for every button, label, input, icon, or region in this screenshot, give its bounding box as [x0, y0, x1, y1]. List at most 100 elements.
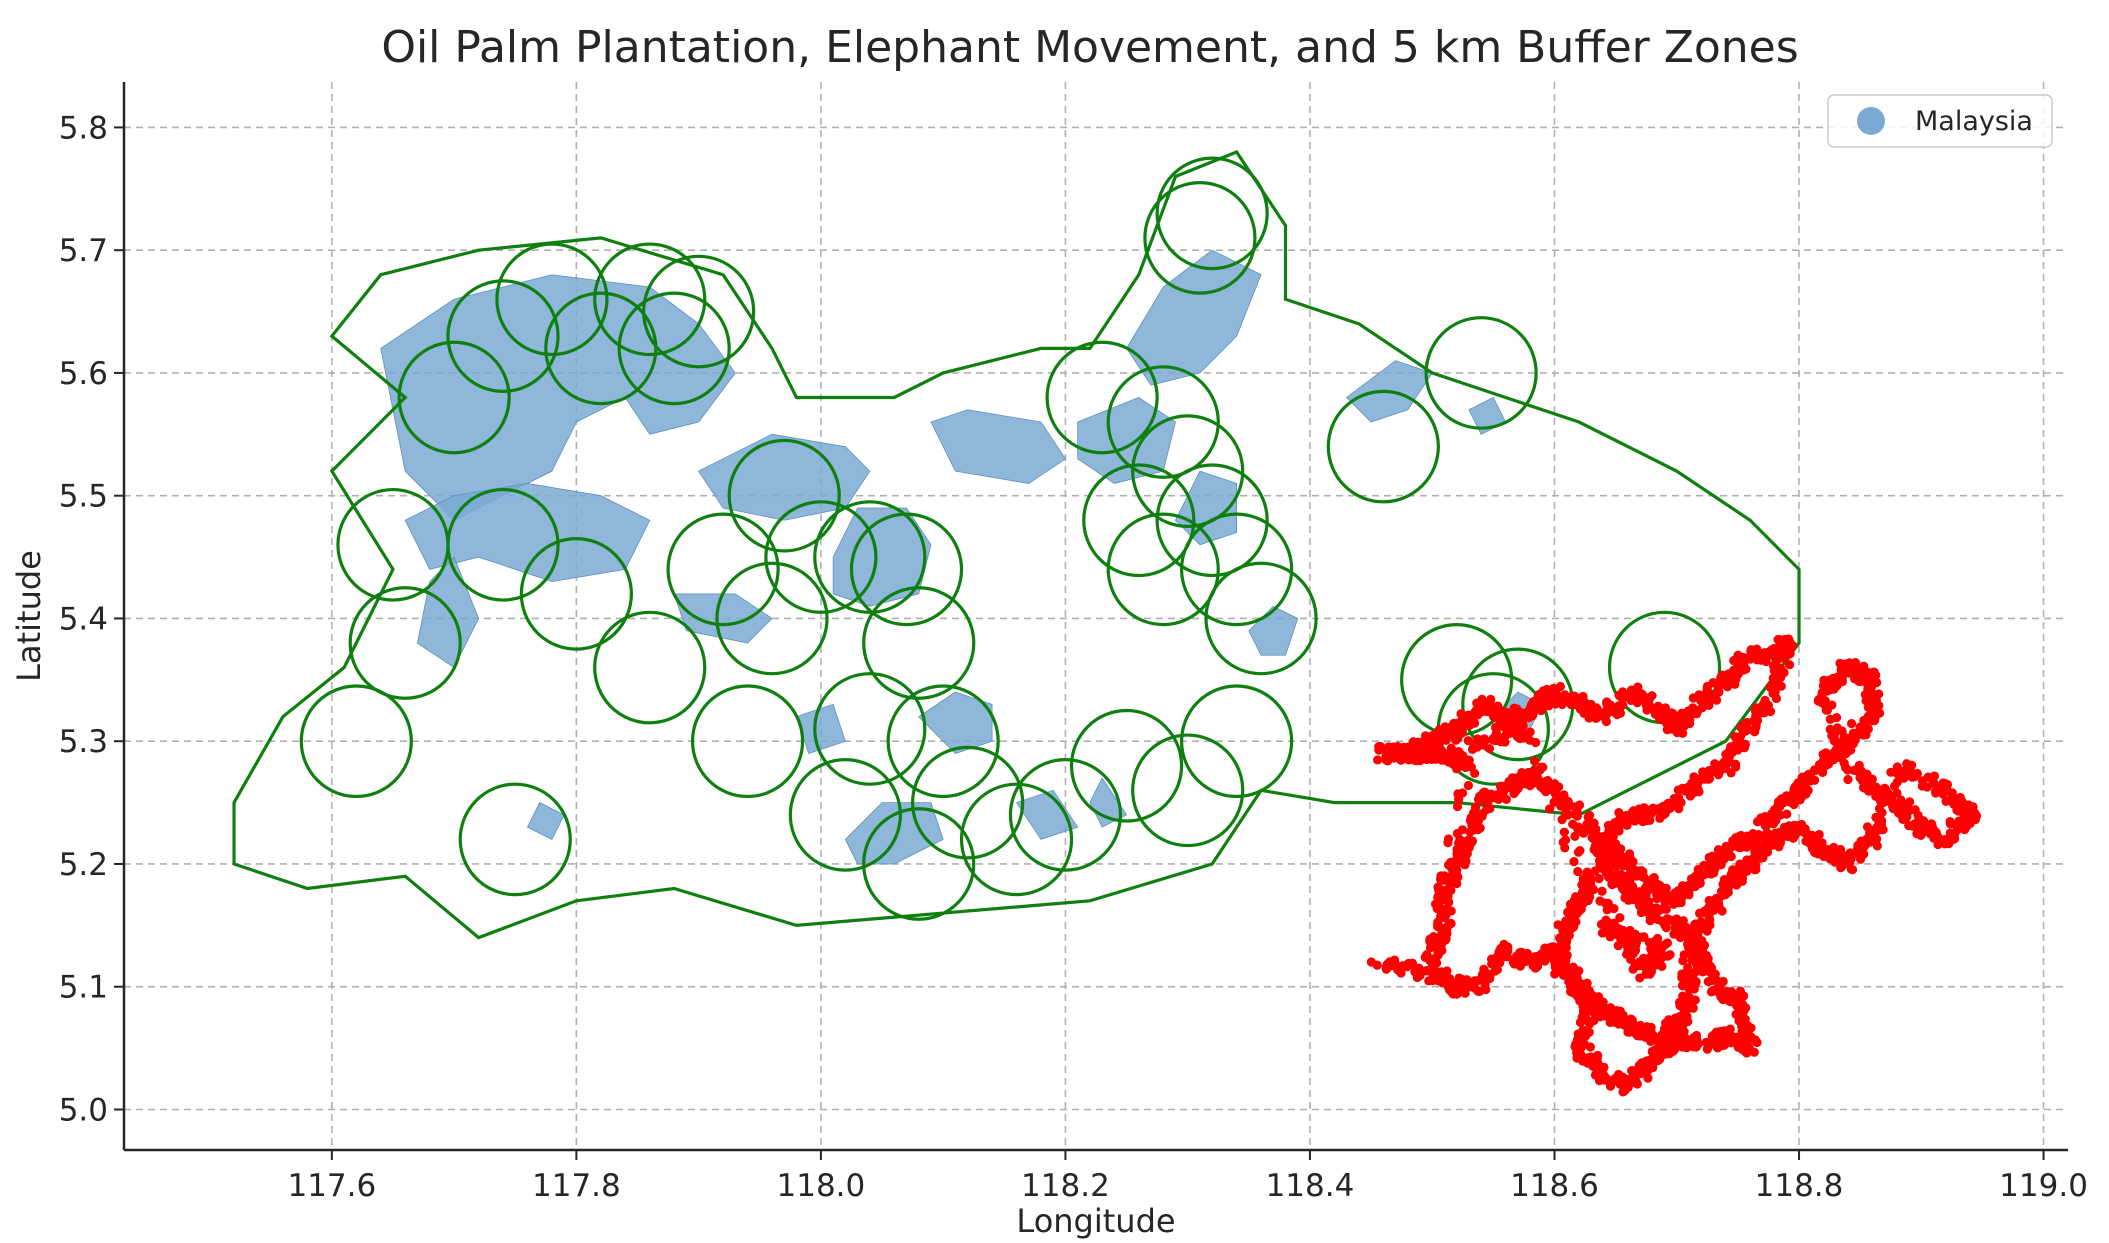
elephant-point	[1738, 740, 1748, 751]
grid-vertical	[331, 82, 2045, 1150]
elephant-point	[1646, 881, 1657, 891]
buffer-circle	[862, 586, 976, 700]
elephant-point	[1557, 815, 1567, 825]
chart-title: Oil Palm Plantation, Elephant Movement, …	[381, 22, 1798, 73]
elephant-point	[1916, 830, 1926, 840]
elephant-point	[1843, 765, 1853, 775]
elephant-point	[1839, 859, 1849, 869]
elephant-point	[1557, 956, 1567, 966]
elephant-point	[1434, 934, 1445, 944]
elephant-point	[1617, 851, 1627, 862]
elephant-point	[1457, 825, 1468, 835]
elephant-point	[1518, 775, 1529, 785]
elephant-point	[1594, 873, 1604, 884]
elephant-point	[1584, 708, 1595, 718]
elephant-point	[1703, 976, 1713, 987]
elephant-point	[1738, 665, 1749, 675]
elephant-point	[1583, 878, 1593, 888]
elephant-point	[1526, 701, 1536, 712]
buffer-circle	[1045, 340, 1159, 455]
elephant-point	[1918, 816, 1929, 826]
elephant-point	[1683, 886, 1693, 896]
buffer-circle	[397, 340, 511, 455]
elephant-point	[1457, 714, 1467, 725]
plantation-polygon	[1015, 789, 1079, 840]
plantation-polygon	[1248, 605, 1299, 656]
plantation-polygon	[380, 274, 736, 521]
elephant-point	[1929, 833, 1939, 843]
elephant-point	[1533, 692, 1543, 703]
elephant-point	[1657, 961, 1667, 971]
elephant-point	[1968, 807, 1979, 817]
elephant-point	[1598, 832, 1608, 842]
elephant-point	[1685, 707, 1695, 717]
buffer-circle	[666, 512, 780, 627]
buffer-circle	[1424, 316, 1538, 430]
elephant-point	[1751, 720, 1761, 731]
elephant-point	[1708, 985, 1718, 996]
elephant-point	[1715, 680, 1725, 690]
elephant-point	[1837, 726, 1847, 736]
elephant-point	[1831, 673, 1841, 683]
elephant-point	[1944, 834, 1954, 844]
elephant-point	[1586, 825, 1596, 835]
elephant-point	[1643, 1057, 1653, 1068]
elephant-point	[1492, 964, 1503, 975]
elephant-point	[1612, 710, 1622, 720]
elephant-point	[1649, 904, 1659, 914]
plantation-polygon	[844, 802, 944, 865]
elephant-point	[1485, 970, 1495, 980]
elephant-point	[1659, 1049, 1670, 1059]
elephant-point	[1622, 820, 1632, 830]
elephant-point	[1462, 975, 1472, 985]
elephant-point	[1673, 886, 1683, 896]
y-tick-label: 5.2	[59, 847, 108, 883]
elephant-point	[1565, 917, 1575, 927]
elephant-point	[1725, 673, 1735, 683]
elephant-point	[1676, 1024, 1686, 1034]
y-tick-label: 5.4	[59, 601, 108, 637]
x-axis-label: Longitude	[1016, 1202, 1175, 1240]
elephant-point	[1470, 983, 1480, 993]
elephant-point	[1653, 701, 1663, 711]
elephant-point	[1774, 842, 1784, 852]
elephant-point	[1617, 883, 1628, 894]
elephant-point	[1661, 883, 1671, 893]
elephant-point	[1460, 762, 1471, 773]
elephant-point	[1613, 941, 1623, 951]
elephant-point	[1672, 921, 1682, 931]
elephant-point	[1652, 890, 1662, 900]
elephant-point	[1693, 784, 1703, 794]
elephant-point	[1548, 942, 1559, 952]
elephant-point	[1471, 808, 1481, 818]
elephant-point	[1871, 692, 1881, 702]
elephant-point	[1775, 639, 1785, 650]
elephant-point	[1665, 950, 1675, 960]
buffer-circle	[1179, 512, 1294, 627]
elephant-point	[1533, 953, 1543, 963]
buffer-circle	[458, 782, 572, 897]
elephant-point	[1614, 808, 1624, 818]
elephant-point	[1611, 926, 1621, 936]
elephant-point	[1737, 876, 1747, 886]
elephant-point	[1455, 835, 1465, 845]
elephant-point	[1751, 836, 1761, 847]
elephant-point	[1593, 1011, 1603, 1021]
elephant-point	[1473, 706, 1483, 716]
elephant-point	[1381, 751, 1391, 761]
elephant-point	[1615, 913, 1625, 923]
elephant-point	[1757, 652, 1767, 662]
elephant-point	[1536, 700, 1546, 710]
elephant-point	[1699, 907, 1710, 918]
elephant-point	[1766, 706, 1776, 717]
elephant-point	[1463, 780, 1474, 791]
elephant-point	[1512, 952, 1522, 962]
elephant-point	[1677, 1041, 1687, 1051]
buffer-circle	[886, 684, 1000, 799]
elephant-point	[1550, 969, 1560, 979]
elephant-point	[1678, 713, 1688, 723]
elephant-point	[1730, 867, 1741, 877]
elephant-point	[1412, 737, 1423, 747]
elephant-point	[1707, 968, 1717, 978]
elephant-point	[1550, 685, 1560, 695]
